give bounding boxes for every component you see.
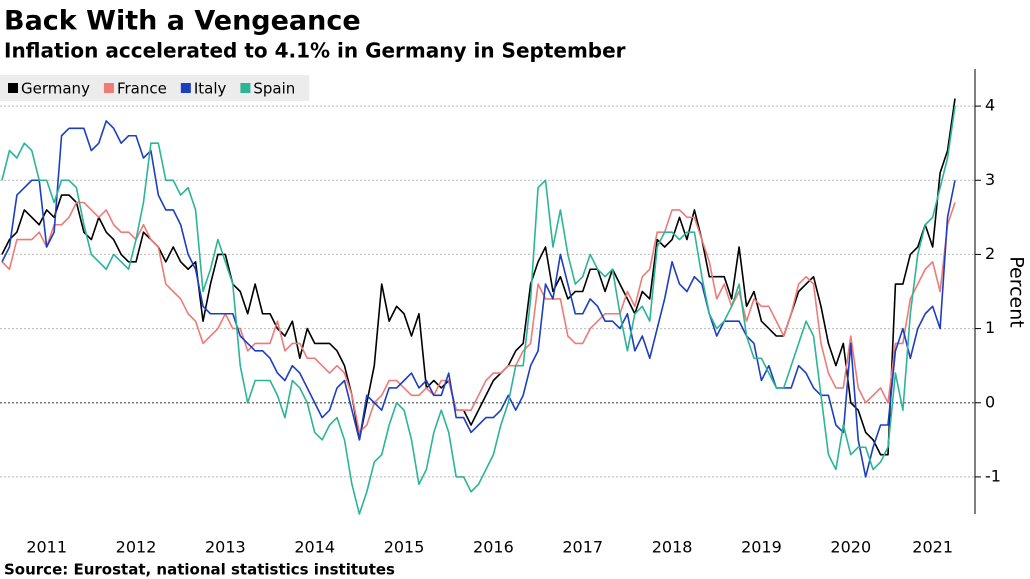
x-tick-label: 2019 — [741, 538, 782, 557]
legend-swatch — [180, 83, 191, 93]
x-tick-label: 2011 — [26, 538, 67, 557]
x-tick-label: 2012 — [116, 538, 157, 557]
source: Source: Eurostat, national statistics in… — [4, 561, 395, 579]
legend-swatch — [8, 83, 18, 93]
y-tick-label: -1 — [985, 466, 1001, 485]
y-tick-label: 1 — [985, 318, 995, 337]
legend-background — [0, 75, 310, 101]
x-tick-label: 2013 — [205, 538, 246, 557]
chart-title: Back With a Vengeance — [4, 6, 361, 37]
y-tick-label: 3 — [985, 170, 995, 189]
line — [1, 105, 956, 515]
legend-label: Italy — [194, 80, 227, 98]
x-tick-label: 2021 — [912, 538, 953, 557]
legend-label: Spain — [253, 80, 295, 98]
x-tick-label: 2016 — [473, 538, 514, 557]
legend: Germany France Italy Spain — [0, 75, 310, 101]
y-tick-label: 4 — [985, 96, 995, 115]
chart-subtitle: Inflation accelerated to 4.1% in Germany… — [4, 39, 626, 63]
x-tick-label: 2017 — [562, 538, 603, 557]
legend-label: Germany — [21, 80, 90, 98]
line — [1, 98, 956, 456]
line — [1, 201, 956, 434]
x-tick-label: 2014 — [294, 538, 335, 557]
x-tick-label: 2015 — [384, 538, 425, 557]
x-tick-label: 2018 — [652, 538, 693, 557]
y-tick-label: 0 — [985, 392, 995, 411]
legend-swatch — [240, 83, 251, 93]
x-tick-label: 2020 — [830, 538, 871, 557]
y-axis-label: Percent — [1006, 256, 1028, 328]
legend-swatch — [103, 83, 114, 93]
y-tick-label: 2 — [985, 244, 995, 263]
legend-label: France — [117, 80, 167, 98]
line — [1, 120, 956, 478]
